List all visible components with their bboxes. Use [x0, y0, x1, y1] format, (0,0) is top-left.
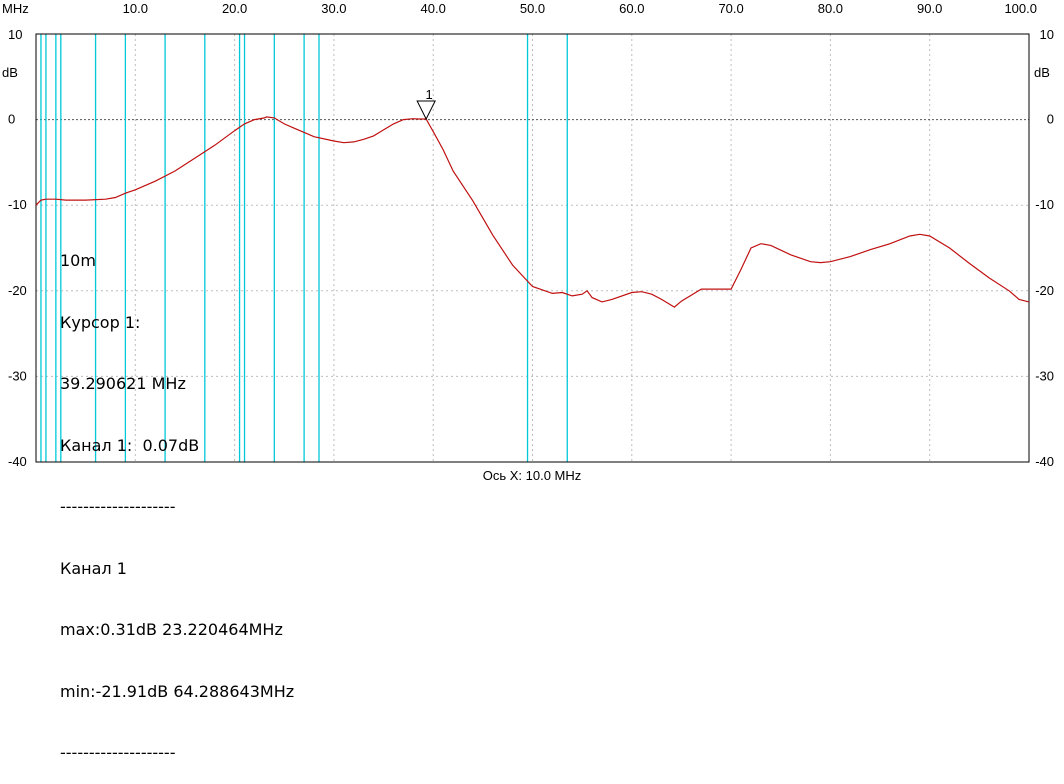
info-max: max:0.31dB 23.220464MHz: [60, 620, 283, 639]
x-tick-label: 10.0: [123, 1, 148, 16]
x-tick-label: 40.0: [421, 1, 446, 16]
y-tick-label-right: 0: [1047, 112, 1054, 127]
series-line: [35, 116, 1030, 308]
x-tick-labels: 10.0 20.0 30.0 40.0 50.0 60.0 70.0 80.0 90.0 100.…: [123, 1, 1037, 16]
cursor-label: 1: [426, 87, 433, 102]
y-tick-label-right: -10: [1035, 197, 1054, 212]
y-tick-label-left: 10: [8, 27, 22, 42]
frequency-response-chart: 10.0 20.0 30.0 40.0 50.0 60.0 70.0 80.0 90.0 100.…: [2, 1, 1054, 469]
cursor-marker-icon: [416, 100, 436, 121]
info-separator: --------------------: [60, 497, 176, 516]
x-tick-label: 60.0: [619, 1, 644, 16]
info-line-1: 10m: [60, 251, 96, 270]
y-tick-label-left: -20: [8, 283, 27, 298]
info-channel-value: Канал 1: 0.07dB: [60, 435, 200, 455]
y-tick-label-left: -10: [8, 197, 27, 212]
info-panel: 10m Курсор 1: 39.290621 MHz Канал 1: 0.0…: [60, 210, 294, 784]
x-tick-label: 30.0: [321, 1, 346, 16]
y-unit-label-left: dB: [2, 65, 18, 80]
info-cursor-title: Курсор 1:: [60, 312, 141, 332]
x-axis-caption: Ось X: 10.0 MHz: [482, 468, 582, 483]
y-tick-label-right: -30: [1035, 368, 1054, 383]
x-tick-label: 90.0: [917, 1, 942, 16]
info-cursor-frequency: 39.290621 MHz: [60, 374, 186, 393]
x-tick-label: 70.0: [718, 1, 743, 16]
y-tick-labels-left: 10 0 -10 -20 -30 -40: [8, 27, 27, 469]
y-tick-label-right: -20: [1035, 283, 1054, 298]
y-tick-label-left: 0: [8, 112, 15, 127]
y-tick-label-left: -40: [8, 454, 27, 469]
y-tick-label-right: 10: [1040, 27, 1054, 42]
info-channel-title: Канал 1: [60, 558, 127, 578]
x-unit-label: MHz: [2, 1, 29, 16]
x-tick-label: 80.0: [818, 1, 843, 16]
plot-frame: [35, 33, 1030, 463]
x-tick-label: 100.0: [1004, 1, 1037, 16]
y-tick-label-right: -40: [1035, 454, 1054, 469]
cursor-1[interactable]: 1: [416, 87, 436, 121]
y-tick-label-left: -30: [8, 368, 27, 383]
y-tick-labels-right: 10 0 -10 -20 -30 -40: [1035, 27, 1054, 469]
marker-lines: [40, 34, 568, 462]
info-min: min:-21.91dB 64.288643MHz: [60, 681, 295, 701]
x-tick-label: 20.0: [222, 1, 247, 16]
y-unit-label-right: dB: [1034, 65, 1050, 80]
info-separator-2: --------------------: [60, 743, 176, 762]
x-tick-label: 50.0: [520, 1, 545, 16]
